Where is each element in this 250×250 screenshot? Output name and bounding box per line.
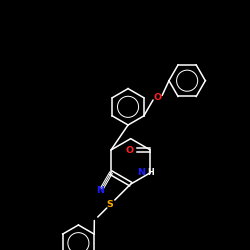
Text: O: O xyxy=(126,146,134,154)
Text: N: N xyxy=(137,168,145,177)
Text: N: N xyxy=(96,186,104,195)
Text: O: O xyxy=(154,93,162,102)
Text: S: S xyxy=(107,200,114,209)
Text: H: H xyxy=(147,168,154,177)
